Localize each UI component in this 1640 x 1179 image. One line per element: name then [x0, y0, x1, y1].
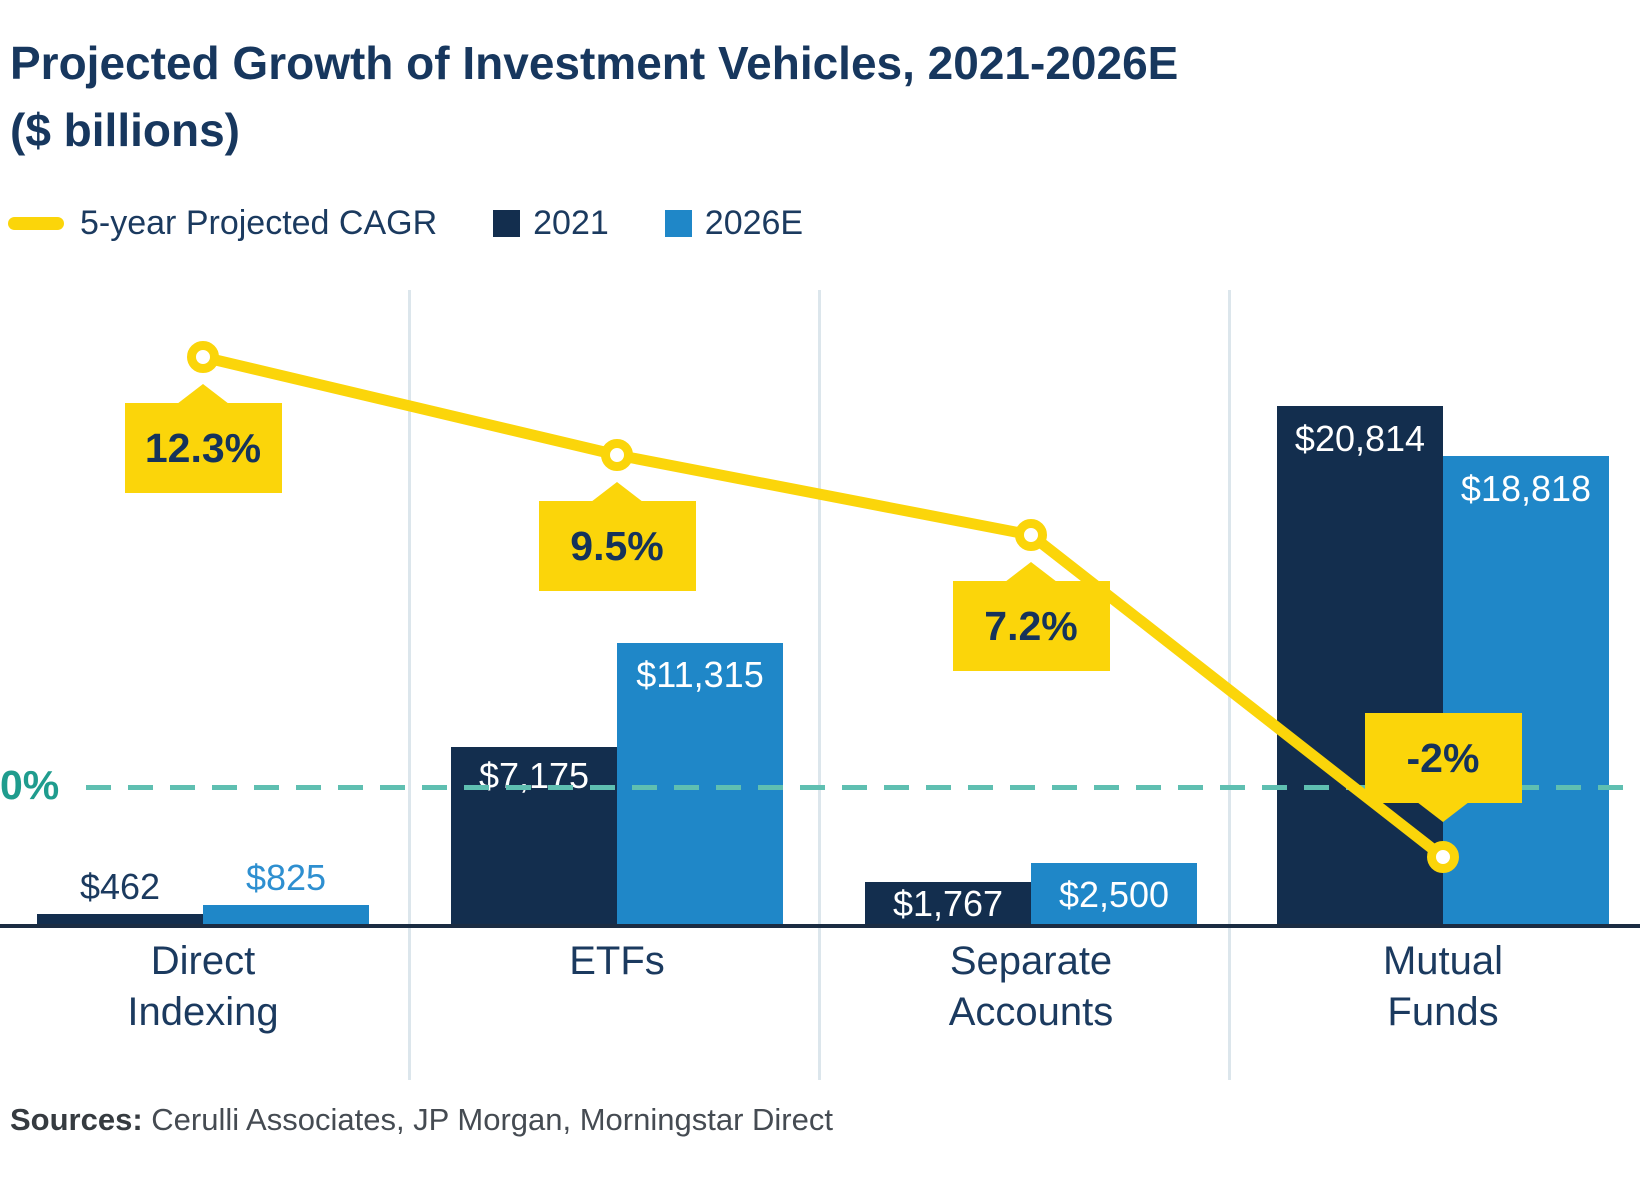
x-axis-line — [0, 924, 1640, 928]
category-label-Separate Accounts: Separate Accounts — [948, 939, 1114, 1034]
bar-value-label: $18,818 — [1460, 468, 1592, 509]
zero-percent-label: 0% — [0, 762, 60, 808]
cagr-line-swatch-icon — [8, 217, 64, 230]
cagr-callout-pointer-icon — [1417, 802, 1469, 822]
bar-2021-ETFs: $7,175 — [451, 747, 617, 926]
cagr-callout-9.5%: 9.5% — [538, 482, 696, 591]
bar-value-label: $1,767 — [892, 883, 1004, 924]
legend-item-2021: 2021 — [493, 204, 609, 243]
bar-2026E-Separate Accounts: $2,500 — [1031, 863, 1197, 926]
cagr-callout-7.2%: 7.2% — [952, 562, 1110, 671]
cagr-callout-pointer-icon — [591, 482, 643, 502]
legend-swatch-2026e-icon — [664, 210, 692, 237]
legend-swatch-2021-icon — [493, 210, 521, 237]
cagr-marker — [187, 341, 219, 373]
category-gridline — [408, 290, 411, 1080]
legend-item-cagr: 5-year Projected CAGR — [8, 204, 437, 243]
legend-label-cagr: 5-year Projected CAGR — [80, 204, 438, 242]
bar-value-label: $2,500 — [1058, 873, 1170, 915]
legend-label-2021: 2021 — [533, 204, 609, 242]
legend: 5-year Projected CAGR 2021 2026E — [8, 204, 803, 243]
bar-2021-Mutual Funds: $20,814 — [1277, 406, 1443, 926]
category-label-Mutual Funds: Mutual Funds — [1382, 939, 1504, 1034]
sources-label: Sources: — [10, 1102, 143, 1137]
cagr-marker — [601, 439, 633, 471]
cagr-callout-value: 7.2% — [984, 602, 1078, 649]
cagr-callout-pointer-icon — [177, 384, 229, 404]
cagr-callout-pointer-icon — [1005, 562, 1057, 582]
category-gridline — [818, 290, 821, 1080]
cagr-callout--2%: -2% — [1364, 713, 1522, 822]
bar-2021-Separate Accounts: $1,767 — [865, 882, 1031, 926]
cagr-callout-value: -2% — [1406, 734, 1480, 781]
bar-value-label: $20,814 — [1294, 418, 1426, 459]
legend-item-2026e: 2026E — [664, 204, 804, 243]
cagr-callout-value: 12.3% — [144, 424, 262, 471]
category-gridline — [1228, 290, 1231, 1080]
bar-value-label: $825 — [245, 857, 327, 898]
cagr-callout-12.3%: 12.3% — [124, 384, 282, 493]
sources-text: Cerulli Associates, JP Morgan, Morningst… — [142, 1102, 833, 1137]
cagr-line-path — [201, 351, 1447, 862]
chart-title-line1: Projected Growth of Investment Vehicles,… — [10, 37, 1179, 89]
bar-value-label: $462 — [79, 866, 161, 907]
bar-value-label: $11,315 — [636, 654, 764, 695]
bar-2026E-Mutual Funds: $18,818 — [1443, 456, 1609, 926]
legend-label-2026e: 2026E — [704, 204, 804, 242]
bar-2026E-Direct Indexing — [203, 905, 369, 926]
bar-2021-Direct Indexing — [37, 914, 203, 926]
category-label-Direct Indexing: Direct Indexing — [127, 939, 279, 1034]
sources-line: Sources: Cerulli Associates, JP Morgan, … — [10, 1102, 833, 1138]
category-label-ETFs: ETFs — [569, 939, 665, 983]
cagr-callout-value: 9.5% — [570, 522, 664, 569]
chart-title-line2: ($ billions) — [10, 104, 240, 156]
cagr-marker — [1015, 519, 1047, 551]
chart-title: Projected Growth of Investment Vehicles,… — [10, 30, 1178, 164]
